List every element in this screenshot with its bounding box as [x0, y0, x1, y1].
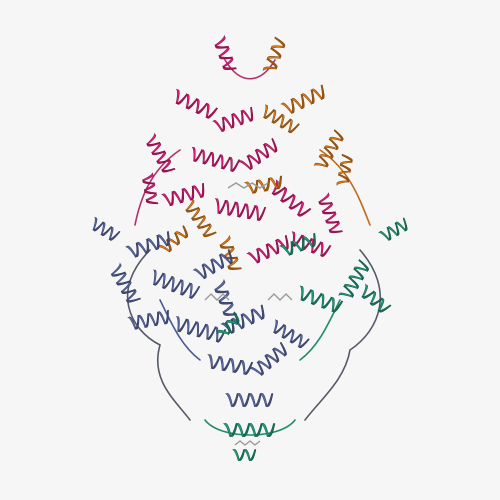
loop-right-outer — [304, 249, 382, 421]
helix-magenta-12 — [142, 172, 159, 205]
helix-teal-35 — [378, 217, 408, 242]
loop-left-upper — [134, 149, 181, 226]
helix-orange-21 — [336, 153, 353, 186]
helix-turn — [275, 175, 282, 190]
helix-turn — [163, 309, 169, 325]
helix-turn — [377, 304, 392, 313]
helix-turn — [188, 285, 201, 299]
ligand-sticks — [204, 182, 293, 446]
helix-slate-28 — [175, 316, 227, 343]
helix-teal-41 — [231, 448, 257, 462]
helix-teal-39 — [361, 283, 392, 313]
helix-teal-42 — [215, 311, 240, 336]
helix-magenta-9 — [318, 192, 343, 234]
helix-magenta-4 — [191, 146, 241, 172]
helix-turn — [233, 311, 240, 326]
helix-orange-13 — [262, 36, 286, 71]
helix-turn — [328, 229, 343, 234]
helix-magenta-7 — [214, 198, 267, 221]
helix-slate-23 — [124, 231, 170, 258]
helix-turn — [260, 304, 265, 321]
helix-magenta-2 — [212, 106, 254, 133]
helix-turn — [296, 207, 312, 217]
helix-turn — [199, 182, 205, 198]
helix-teal-40 — [222, 423, 276, 437]
helix-turn — [125, 297, 141, 303]
helix-orange-19 — [243, 175, 282, 194]
helix-orange-14 — [280, 84, 325, 115]
helix-slate-25 — [152, 269, 201, 299]
helix-turn — [279, 341, 287, 357]
loop-mid-left — [159, 299, 201, 361]
ligand-center-left — [204, 293, 230, 301]
helix-orange-16 — [262, 104, 300, 134]
helix-turn — [297, 338, 310, 349]
helix-turn — [287, 123, 300, 134]
helix-teal-38 — [278, 232, 316, 256]
helix-turn — [182, 225, 189, 239]
helix-turn — [341, 153, 353, 164]
helix-turn — [266, 423, 276, 437]
helix-turn — [358, 259, 369, 273]
helix-teal-37 — [299, 285, 344, 313]
helix-turn — [271, 137, 278, 154]
helix-slate-31 — [248, 341, 287, 377]
helix-slate-27 — [127, 309, 169, 330]
helix-magenta-5 — [238, 137, 278, 171]
helix-turn — [227, 265, 242, 270]
helix-turn — [165, 231, 170, 247]
helix-turn — [222, 311, 238, 316]
helix-turn — [161, 167, 176, 173]
helix-turn — [202, 231, 217, 238]
ligand-center-right — [267, 293, 293, 301]
helix-slate-33 — [272, 319, 310, 349]
ligand-bottom — [234, 440, 261, 446]
helix-slate-22 — [92, 216, 121, 241]
helix-magenta-0 — [214, 34, 237, 70]
loop-top — [224, 59, 276, 80]
helix-magenta-6 — [160, 182, 205, 207]
helix-turn — [242, 361, 254, 375]
helix-turn — [248, 449, 257, 462]
helix-turn — [274, 36, 286, 49]
helix-turn — [311, 232, 316, 248]
helix-turn — [108, 230, 121, 241]
helix-turn — [145, 198, 159, 205]
helix-orange-15 — [313, 129, 344, 168]
loop-mid-right — [299, 299, 341, 361]
helix-ribbons — [92, 34, 408, 462]
helix-orange-17 — [185, 198, 217, 238]
helix-turn — [320, 84, 325, 101]
helix-magenta-1 — [175, 88, 219, 119]
ligand-upper — [227, 182, 269, 189]
helix-slate-30 — [207, 354, 254, 375]
helix-teal-36 — [338, 259, 369, 299]
helix-turn — [402, 217, 408, 232]
helix-slate-34 — [214, 278, 238, 316]
helix-turn — [264, 393, 274, 407]
helix-turn — [256, 206, 267, 221]
helix-slate-32 — [224, 393, 274, 407]
helix-slate-26 — [192, 249, 233, 280]
helix-turn — [331, 300, 344, 313]
loop-bottom — [204, 419, 296, 436]
helix-turn — [319, 245, 332, 257]
helix-magenta-3 — [146, 132, 176, 173]
helix-slate-24 — [110, 262, 141, 303]
helix-turn — [249, 106, 254, 122]
helix-turn — [229, 159, 241, 172]
helix-turn — [205, 107, 219, 119]
helix-turn — [227, 249, 233, 265]
helix-turn — [333, 129, 344, 142]
helix-turn — [222, 65, 237, 70]
